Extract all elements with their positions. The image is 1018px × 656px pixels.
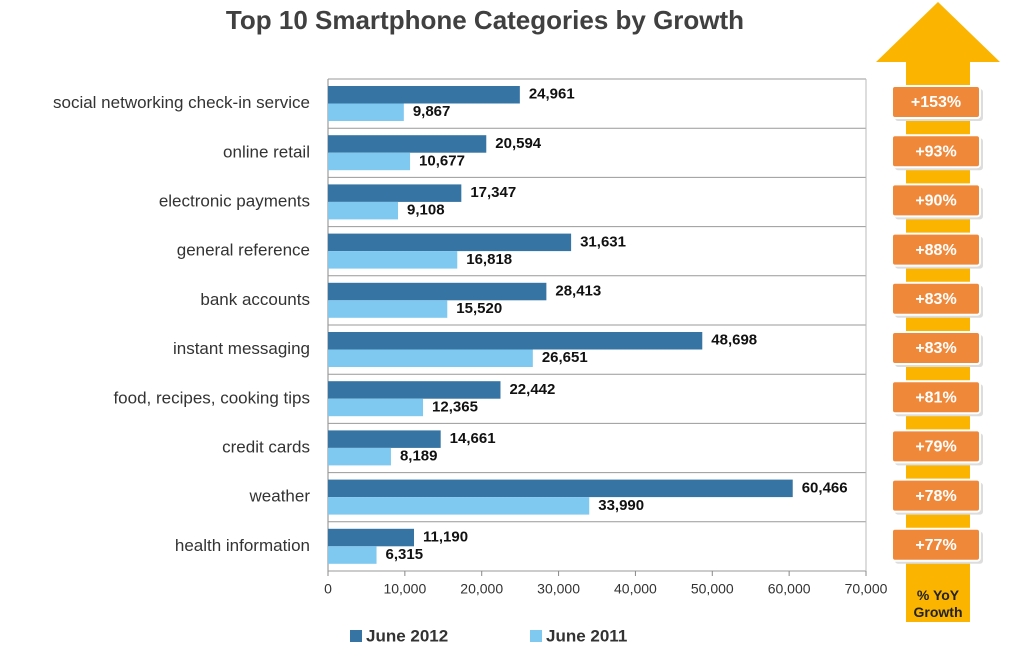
y-tick-label: weather [249, 487, 311, 506]
value-label: 20,594 [495, 135, 542, 152]
value-label: 14,661 [450, 430, 496, 447]
y-tick-label: electronic payments [159, 191, 310, 210]
bar [328, 332, 703, 350]
growth-box [891, 281, 981, 316]
value-label: 9,108 [407, 202, 445, 219]
bar [328, 479, 793, 498]
bar [328, 381, 501, 399]
growth-label: +83% [915, 340, 956, 357]
value-label: 26,651 [542, 349, 588, 366]
legend-swatch [350, 630, 362, 642]
legend-label: June 2012 [366, 626, 448, 645]
value-label: 6,315 [386, 546, 424, 563]
value-label: 22,442 [509, 381, 555, 398]
y-tick-label: food, recipes, cooking tips [113, 388, 310, 407]
bar [328, 282, 547, 301]
bar [328, 546, 377, 564]
x-tick-label: 30,000 [537, 581, 580, 597]
growth-label: +83% [915, 291, 956, 308]
y-tick-label: health information [175, 536, 310, 555]
growth-box [891, 380, 981, 415]
growth-label: +93% [915, 143, 956, 160]
x-tick-label: 20,000 [460, 581, 503, 597]
bar [328, 201, 399, 220]
x-tick-label: 0 [324, 581, 332, 597]
chart-title: Top 10 Smartphone Categories by Growth [226, 5, 744, 35]
bar [328, 103, 404, 121]
growth-label: +88% [915, 242, 956, 259]
bar [328, 447, 391, 466]
value-label: 33,990 [598, 497, 644, 514]
y-tick-label: social networking check-in service [53, 93, 310, 112]
y-tick-label: instant messaging [173, 339, 310, 358]
x-tick-label: 40,000 [614, 581, 657, 597]
value-label: 11,190 [423, 529, 468, 546]
value-label: 31,631 [580, 233, 626, 250]
x-tick-label: 10,000 [383, 581, 426, 597]
growth-box [891, 134, 981, 169]
bar [328, 349, 533, 367]
legend-label: June 2011 [546, 626, 627, 645]
value-label: 8,189 [400, 448, 438, 465]
x-tick-label: 70,000 [845, 581, 888, 597]
growth-box [891, 232, 981, 267]
x-tick-label: 60,000 [768, 581, 811, 597]
growth-box [891, 331, 981, 365]
value-label: 10,677 [419, 152, 465, 169]
bar [328, 152, 411, 171]
value-label: 28,413 [555, 283, 601, 300]
y-tick-label: credit cards [222, 437, 310, 456]
value-label: 48,698 [711, 332, 757, 349]
bar [328, 184, 462, 202]
bar [328, 233, 572, 252]
bar [328, 430, 441, 448]
growth-title: % YoY Growth [914, 587, 963, 620]
growth-box [891, 527, 981, 562]
growth-label: +90% [915, 193, 956, 210]
growth-label: +78% [915, 488, 956, 505]
bar [328, 251, 458, 269]
bar [328, 135, 487, 153]
bar [328, 300, 448, 318]
growth-box [891, 429, 981, 464]
y-tick-label: bank accounts [200, 290, 310, 309]
value-label: 15,520 [456, 300, 502, 317]
value-label: 24,961 [529, 86, 575, 103]
bar [328, 528, 415, 547]
y-tick-label: general reference [177, 241, 310, 260]
growth-label: +77% [915, 537, 956, 554]
y-tick-label: online retail [223, 142, 310, 161]
bar [328, 398, 424, 417]
growth-label: +79% [915, 439, 956, 456]
value-label: 16,818 [466, 251, 512, 268]
bar [328, 497, 590, 515]
value-label: 12,365 [432, 398, 478, 415]
growth-box [891, 478, 981, 513]
growth-label: +153% [911, 94, 961, 111]
value-label: 17,347 [470, 184, 516, 201]
legend-swatch [530, 630, 542, 642]
x-tick-label: 50,000 [691, 581, 734, 597]
bar [328, 86, 520, 104]
growth-box [891, 85, 981, 119]
growth-box [891, 183, 981, 218]
growth-label: +81% [915, 389, 956, 406]
value-label: 9,867 [413, 103, 451, 120]
value-label: 60,466 [802, 479, 848, 496]
